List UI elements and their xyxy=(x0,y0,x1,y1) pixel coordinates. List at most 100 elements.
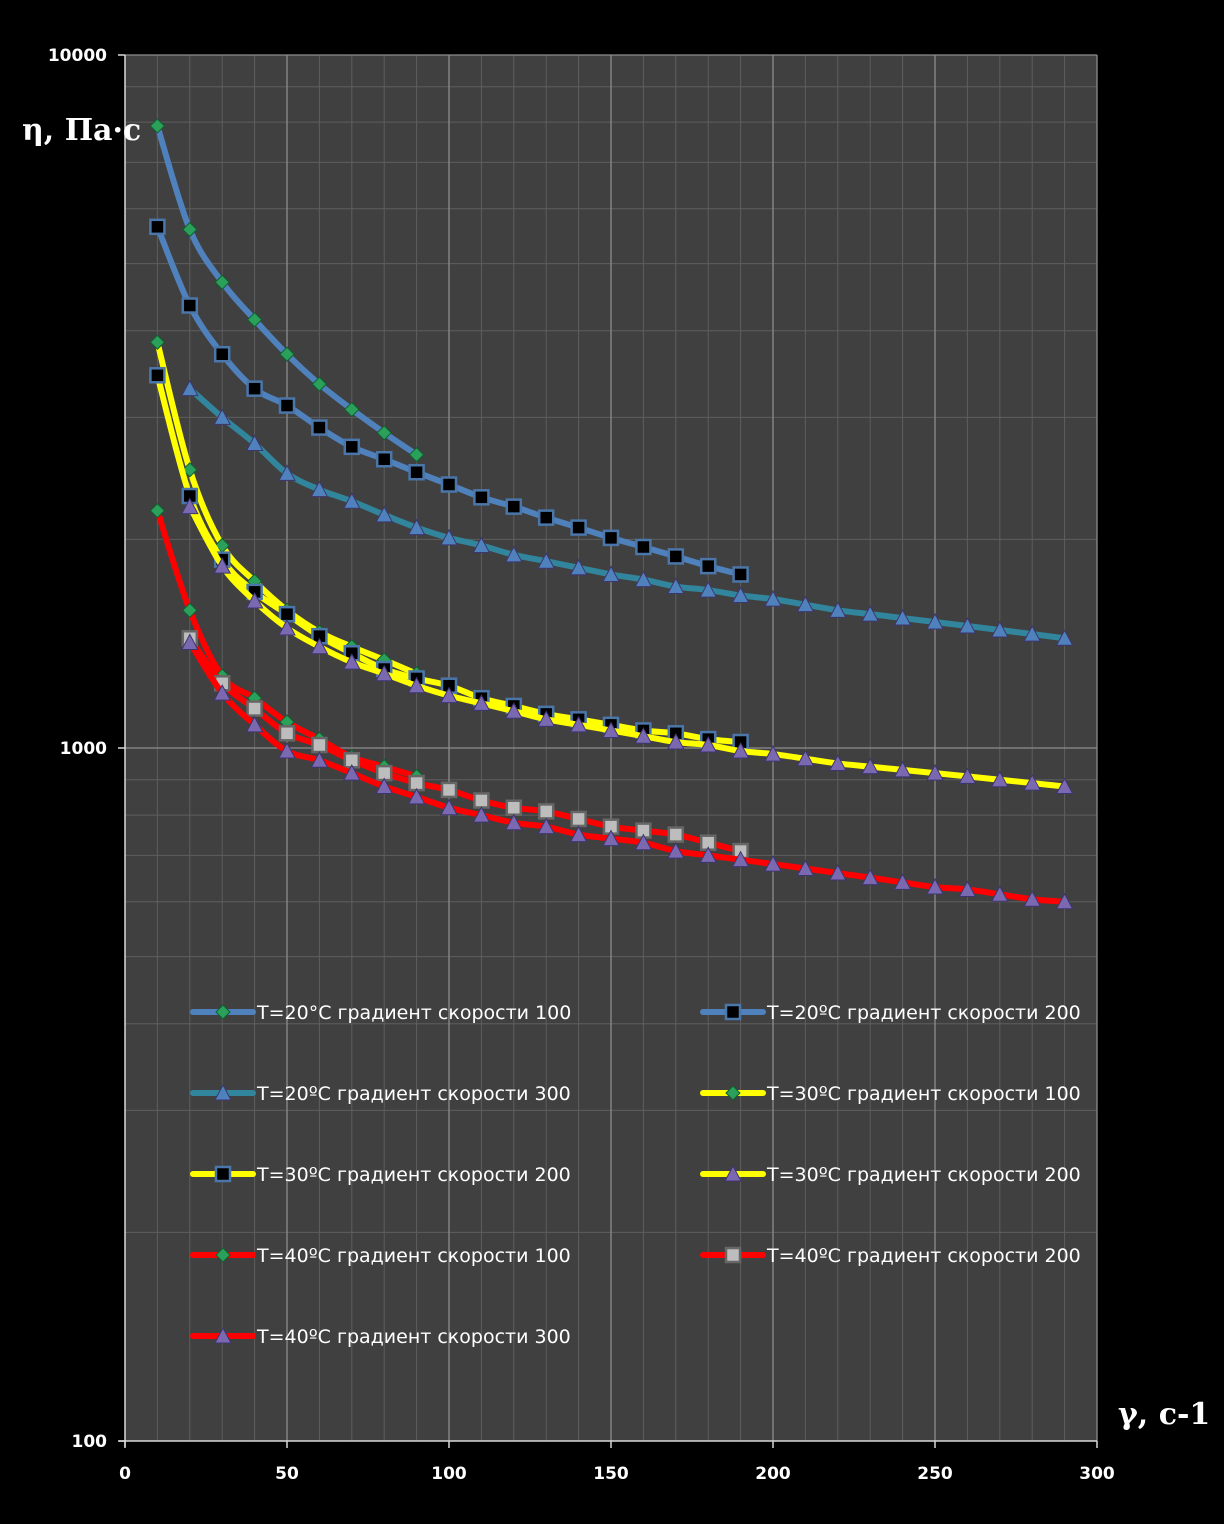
data-point-triangle xyxy=(1023,774,1042,791)
legend-marker-triangle xyxy=(724,1164,742,1182)
x-tick-label: 150 xyxy=(593,1464,629,1484)
data-point-triangle xyxy=(245,591,264,609)
data-point-triangle xyxy=(569,715,588,733)
data-point-triangle xyxy=(569,558,588,576)
legend-label: T=30ºC градиент скорости 200 xyxy=(766,1164,1081,1186)
series-6 xyxy=(180,497,1074,794)
data-point-triangle xyxy=(342,492,361,509)
tick-labels: 0 50 100 150 200 250 300 100 1000 10000 xyxy=(48,46,1115,1484)
legend-marker-triangle xyxy=(214,1083,232,1101)
data-point-triangle xyxy=(796,595,815,613)
data-point-triangle xyxy=(893,760,912,778)
data-point-square xyxy=(149,367,166,384)
x-axis-title: γ, c-1 xyxy=(1118,1397,1210,1432)
data-point-diamond xyxy=(149,502,166,519)
legend-item: T=20ºC градиент скорости 200 xyxy=(700,1002,1081,1024)
data-point-triangle xyxy=(958,880,977,897)
data-point-triangle xyxy=(861,757,880,775)
data-point-triangle xyxy=(180,497,199,515)
data-point-triangle xyxy=(666,577,685,595)
data-point-triangle xyxy=(699,581,718,598)
data-point-triangle xyxy=(310,480,329,498)
data-point-square xyxy=(246,700,263,717)
data-point-triangle xyxy=(990,620,1009,638)
legend-item: T=40ºC градиент скорости 200 xyxy=(700,1245,1081,1267)
data-point-triangle xyxy=(245,715,264,733)
data-point-triangle xyxy=(666,732,685,750)
data-point-diamond xyxy=(182,462,198,478)
data-point-square xyxy=(343,438,361,456)
data-point-square xyxy=(440,476,458,493)
series-8 xyxy=(181,630,749,860)
data-point-triangle xyxy=(990,770,1009,788)
data-point-triangle xyxy=(796,749,815,767)
legend-item: T=30ºC градиент скорости 200 xyxy=(190,1164,571,1186)
data-point-triangle xyxy=(731,741,750,759)
data-point-triangle xyxy=(342,653,361,670)
legend-marker-square xyxy=(724,1003,742,1021)
data-point-square xyxy=(149,218,166,236)
legend-label: T=40ºC градиент скорости 200 xyxy=(766,1245,1081,1267)
data-point-square xyxy=(473,792,490,809)
data-point-diamond xyxy=(376,425,392,441)
y-axis-title: η, Па·с xyxy=(22,113,141,148)
data-point-triangle xyxy=(440,686,458,704)
data-point-square xyxy=(667,548,685,565)
series-line xyxy=(186,503,1068,790)
data-point-triangle xyxy=(407,676,426,694)
data-point-triangle xyxy=(537,710,556,727)
data-point-diamond xyxy=(182,602,198,619)
y-tick-label: 10000 xyxy=(48,46,107,66)
data-point-triangle xyxy=(310,637,329,655)
data-point-square xyxy=(311,419,328,436)
data-point-triangle xyxy=(278,741,296,759)
data-point-triangle xyxy=(440,798,458,816)
data-point-square xyxy=(667,826,685,843)
x-tick-label: 50 xyxy=(275,1464,299,1484)
data-point-triangle xyxy=(342,764,361,781)
data-point-triangle xyxy=(504,702,523,719)
legend-marker-diamond xyxy=(215,1247,231,1263)
data-point-triangle xyxy=(602,721,620,738)
series-1 xyxy=(149,118,425,463)
legend-label: T=30ºC градиент скорости 100 xyxy=(766,1083,1081,1105)
data-point-diamond xyxy=(246,311,263,328)
legend-item: T=40ºC градиент скорости 300 xyxy=(190,1326,571,1348)
series-9 xyxy=(180,633,1074,910)
legend-marker-diamond xyxy=(725,1085,741,1101)
data-point-triangle xyxy=(1055,892,1074,910)
data-point-triangle xyxy=(1055,629,1074,646)
data-point-triangle xyxy=(634,833,653,851)
data-point-diamond xyxy=(408,446,425,463)
legend-label: T=40ºC градиент скорости 300 xyxy=(256,1326,571,1348)
data-point-diamond xyxy=(214,274,230,290)
legend-item: T=30ºC градиент скорости 100 xyxy=(700,1083,1081,1105)
data-point-triangle xyxy=(764,745,782,762)
series-3 xyxy=(180,379,1074,646)
data-point-square xyxy=(699,557,717,575)
data-point-triangle xyxy=(407,787,426,805)
data-point-diamond xyxy=(344,401,360,418)
data-point-triangle xyxy=(245,434,264,452)
data-point-triangle xyxy=(731,850,750,868)
data-point-triangle xyxy=(602,565,620,582)
x-tick-label: 250 xyxy=(917,1464,953,1484)
legend-marker-square xyxy=(214,1165,232,1183)
data-point-square xyxy=(181,297,199,314)
data-point-square xyxy=(473,489,490,506)
legend-label: T=40ºC градиент скорости 100 xyxy=(256,1245,571,1267)
data-point-square xyxy=(570,810,587,828)
data-point-triangle xyxy=(537,817,556,835)
series-line xyxy=(186,639,1068,905)
data-point-triangle xyxy=(472,806,491,823)
data-point-triangle xyxy=(180,379,199,397)
data-point-triangle xyxy=(828,601,847,618)
data-point-square xyxy=(732,566,749,583)
data-point-square xyxy=(570,519,587,536)
data-point-triangle xyxy=(602,829,620,847)
data-point-triangle xyxy=(569,825,588,843)
data-point-triangle xyxy=(504,813,523,831)
y-tick-label: 1000 xyxy=(60,739,107,759)
x-tick-label: 300 xyxy=(1079,1464,1115,1484)
